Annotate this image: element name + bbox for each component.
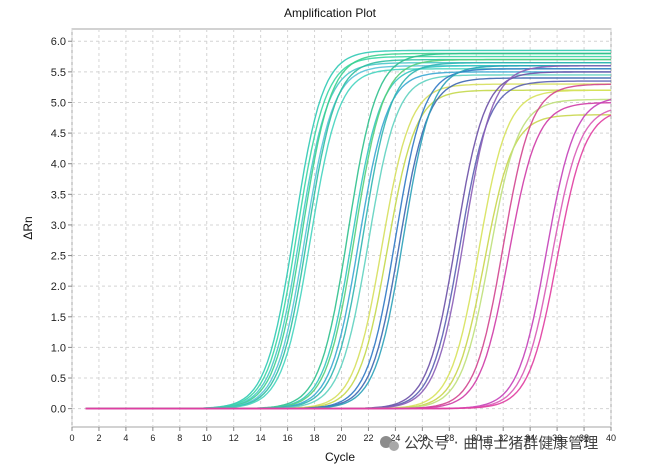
x-tick-label: 40 [606,433,616,443]
x-tick-label: 38 [579,433,589,443]
x-tick-label: 10 [202,433,212,443]
x-tick-label: 34 [525,433,535,443]
y-tick-label: 0.0 [51,404,66,416]
x-tick-label: 4 [123,433,128,443]
x-tick-label: 28 [444,433,454,443]
x-axis-ticks: 0 2 4 6 8 10 12 14 16 18 20 22 24 26 28 30 32 34 36 38 40 [69,427,616,443]
x-tick-label: 26 [417,433,427,443]
x-tick-label: 20 [336,433,346,443]
y-axis-ticks: 0.0 0.5 1.0 1.5 2.0 2.5 3.0 3.5 4.0 4.5 5.0 5.5 6.0 [51,36,72,416]
x-tick-label: 32 [498,433,508,443]
amplification-curves [85,49,612,410]
x-tick-label: 30 [471,433,481,443]
y-tick-label: 2.0 [51,281,66,293]
wechat-logo-icon [380,436,399,451]
x-axis-label: Cycle [325,450,355,464]
x-tick-label: 14 [256,433,266,443]
y-tick-label: 1.5 [51,312,66,324]
x-tick-label: 12 [229,433,239,443]
y-tick-label: 1.0 [51,342,66,354]
watermark: 公众号 · 曲博士猪群健康管理 [380,434,598,452]
y-tick-label: 5.5 [51,67,66,79]
y-tick-label: 5.0 [51,97,66,109]
x-tick-label: 22 [363,433,373,443]
x-tick-label: 2 [96,433,101,443]
x-tick-label: 36 [552,433,562,443]
y-tick-label: 0.5 [51,373,66,385]
x-tick-label: 16 [283,433,293,443]
y-tick-label: 6.0 [51,36,66,48]
amplification-curve-29 [85,114,612,410]
x-tick-label: 24 [390,433,400,443]
y-axis-label: ΔRn [21,216,35,239]
y-tick-label: 2.5 [51,251,66,263]
x-tick-label: 18 [310,433,320,443]
x-tick-label: 8 [177,433,182,443]
x-tick-label: 0 [69,433,74,443]
y-tick-label: 3.0 [51,220,66,232]
chart-title: Amplification Plot [284,6,377,20]
watermark-text: 公众号 · 曲博士猪群健康管理 [404,434,598,452]
grid-lines [71,29,612,427]
x-tick-label: 6 [150,433,155,443]
y-tick-label: 3.5 [51,189,66,201]
y-tick-label: 4.0 [51,159,66,171]
y-tick-label: 4.5 [51,128,66,140]
